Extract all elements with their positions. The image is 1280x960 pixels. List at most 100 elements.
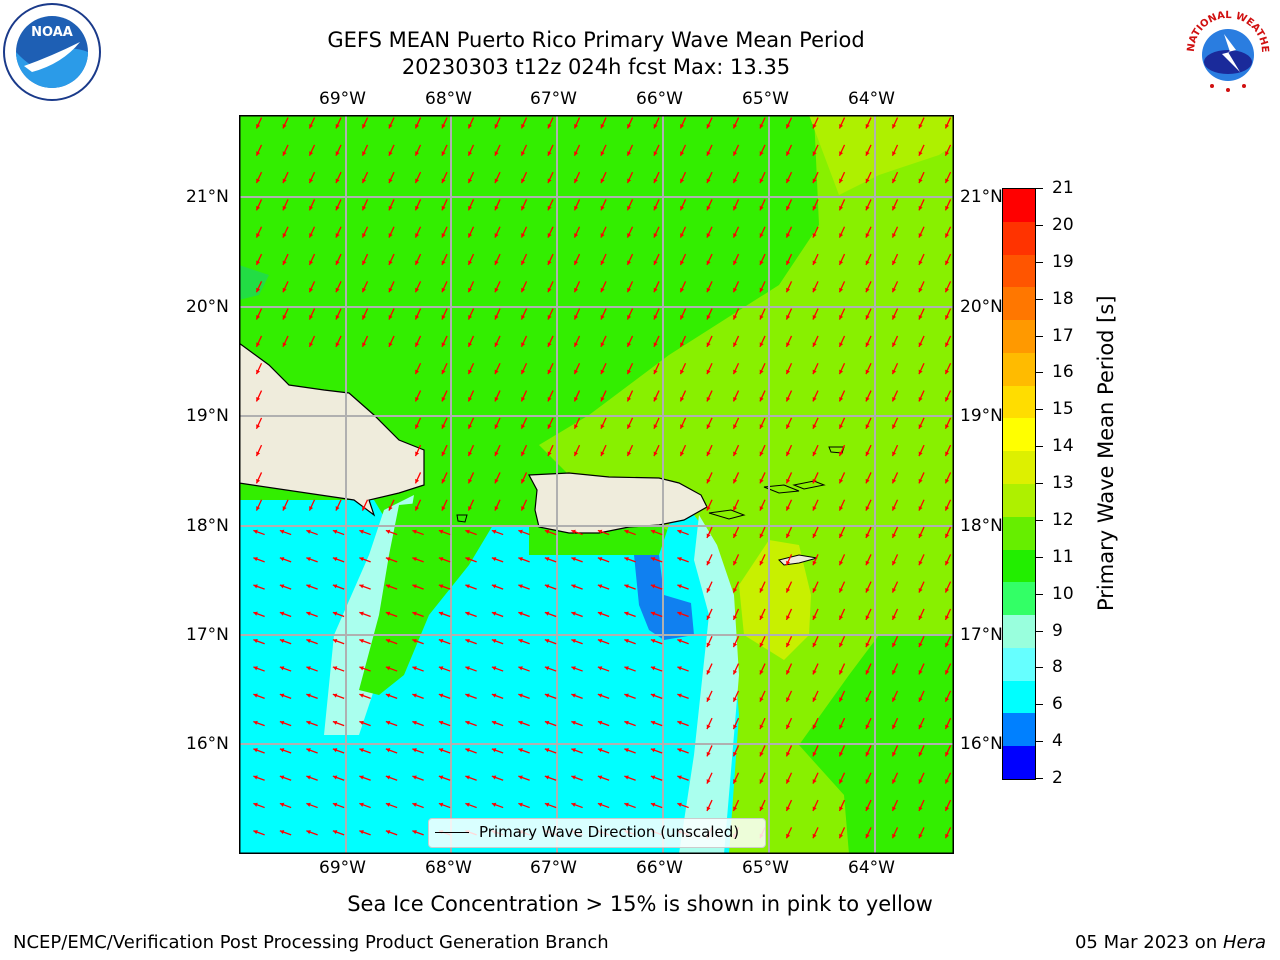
wave-arrow-head: [465, 557, 470, 562]
wave-arrow-head: [945, 478, 950, 484]
wave-arrow-head: [571, 748, 576, 753]
wave-arrow-head: [574, 342, 579, 347]
wave-arrow-head: [706, 233, 711, 238]
lon-label-top: 66°W: [636, 89, 683, 109]
wave-arrow-head: [521, 315, 526, 320]
wave-arrow-head: [677, 666, 682, 671]
wave-arrow-head: [733, 697, 738, 702]
wave-arrow-head: [945, 315, 950, 320]
wave-arrow-head: [677, 584, 682, 589]
wave-arrow-head: [706, 506, 711, 511]
wave-arrow-head: [733, 424, 738, 429]
wave-arrow-head: [918, 779, 923, 784]
legend: Primary Wave Direction (unscaled): [428, 818, 766, 848]
wave-arrow-head: [494, 396, 499, 402]
wave-arrow-head: [468, 123, 473, 129]
colorbar-segment: [1003, 418, 1035, 452]
wave-arrow-head: [465, 584, 470, 589]
wave-arrow-head: [309, 178, 314, 184]
wave-arrow-head: [306, 611, 311, 616]
wave-arrow-head: [491, 529, 497, 534]
wave-arrow-head: [544, 611, 550, 616]
wave-arrow-head: [839, 451, 844, 457]
wave-arrow-head: [733, 396, 738, 402]
wave-arrow-head: [918, 560, 923, 566]
wave-arrow-head: [759, 724, 764, 730]
wave-arrow-head: [865, 779, 870, 784]
wave-arrow-head: [945, 205, 950, 211]
wave-arrow-head: [253, 748, 258, 753]
wave-arrow-head: [680, 260, 685, 265]
wave-arrow-head: [544, 748, 550, 753]
map-subtitle: 20230303 t12z 024h fcst Max: 13.35: [401, 55, 791, 79]
wave-arrow-head: [786, 697, 791, 702]
wave-arrow-head: [786, 315, 791, 320]
wave-arrow-head: [494, 178, 499, 184]
wave-arrow-head: [627, 424, 632, 429]
wave-arrow-head: [759, 205, 764, 211]
wave-arrow-head: [706, 779, 711, 784]
wave-arrow-head: [759, 779, 764, 784]
wave-arrow-head: [786, 287, 791, 293]
wave-arrow-head: [415, 123, 420, 129]
wave-arrow-head: [335, 233, 340, 238]
wave-arrow-head: [256, 260, 261, 265]
lat-label-right: 19°N: [960, 406, 1003, 426]
colorbar-tick-label: 9: [1052, 620, 1063, 641]
wave-arrow-head: [759, 233, 764, 238]
wave-arrow-head: [335, 205, 340, 211]
wave-arrow-head: [812, 779, 817, 784]
wave-arrow-head: [494, 342, 499, 347]
wave-arrow-head: [306, 529, 311, 534]
wave-arrow-head: [706, 396, 711, 402]
wave-arrow-head: [600, 178, 605, 184]
wave-arrow-head: [494, 369, 499, 375]
wave-arrow-head: [253, 693, 258, 698]
wave-arrow-head: [677, 748, 682, 753]
wave-arrow-head: [547, 396, 552, 402]
wave-arrow-head: [574, 233, 579, 238]
wave-arrow-head: [945, 287, 950, 293]
wave-arrow-head: [332, 611, 338, 616]
wave-arrow-head: [253, 557, 258, 562]
wave-arrow-head: [521, 396, 526, 402]
wave-arrow-head: [468, 205, 473, 211]
wave-arrow-head: [624, 611, 629, 616]
wave-arrow-head: [680, 151, 685, 156]
wave-arrow-head: [786, 123, 791, 129]
wave-arrow-head: [385, 802, 391, 807]
wave-arrow-head: [547, 260, 552, 265]
wave-arrow-head: [571, 557, 576, 562]
wave-arrow-head: [839, 779, 844, 784]
wave-arrow-head: [574, 123, 579, 129]
wave-arrow-head: [759, 751, 764, 757]
wave-arrow-head: [786, 560, 791, 566]
wave-arrow-head: [812, 560, 817, 566]
wave-arrow-head: [650, 802, 656, 807]
wave-arrow-head: [359, 748, 364, 753]
map-title: GEFS MEAN Puerto Rico Primary Wave Mean …: [327, 28, 865, 52]
wave-arrow-head: [468, 424, 473, 429]
wave-arrow-head: [544, 720, 550, 725]
wave-arrow-head: [680, 123, 685, 129]
wave-arrow-head: [253, 611, 258, 616]
wave-arrow-head: [677, 529, 682, 534]
wave-arrow-head: [600, 151, 605, 156]
wave-arrow-head: [279, 830, 285, 835]
wave-arrow-head: [521, 260, 526, 265]
wave-arrow-head: [706, 424, 711, 429]
wave-arrow-head: [494, 424, 499, 429]
wave-arrow-head: [865, 315, 870, 320]
wave-arrow-head: [650, 666, 656, 671]
wave-arrow-head: [332, 584, 338, 589]
wave-arrow-head: [547, 123, 552, 129]
colorbar-segment: [1003, 484, 1035, 518]
wave-arrow-head: [571, 802, 576, 807]
wave-arrow-head: [441, 260, 446, 265]
wave-arrow-head: [547, 369, 552, 375]
wave-arrow-head: [518, 720, 523, 725]
wave-arrow-head: [282, 178, 287, 184]
wave-arrow-head: [627, 369, 632, 375]
wave-arrow-head: [465, 529, 470, 534]
colorbar-tick-label: 13: [1052, 473, 1074, 493]
